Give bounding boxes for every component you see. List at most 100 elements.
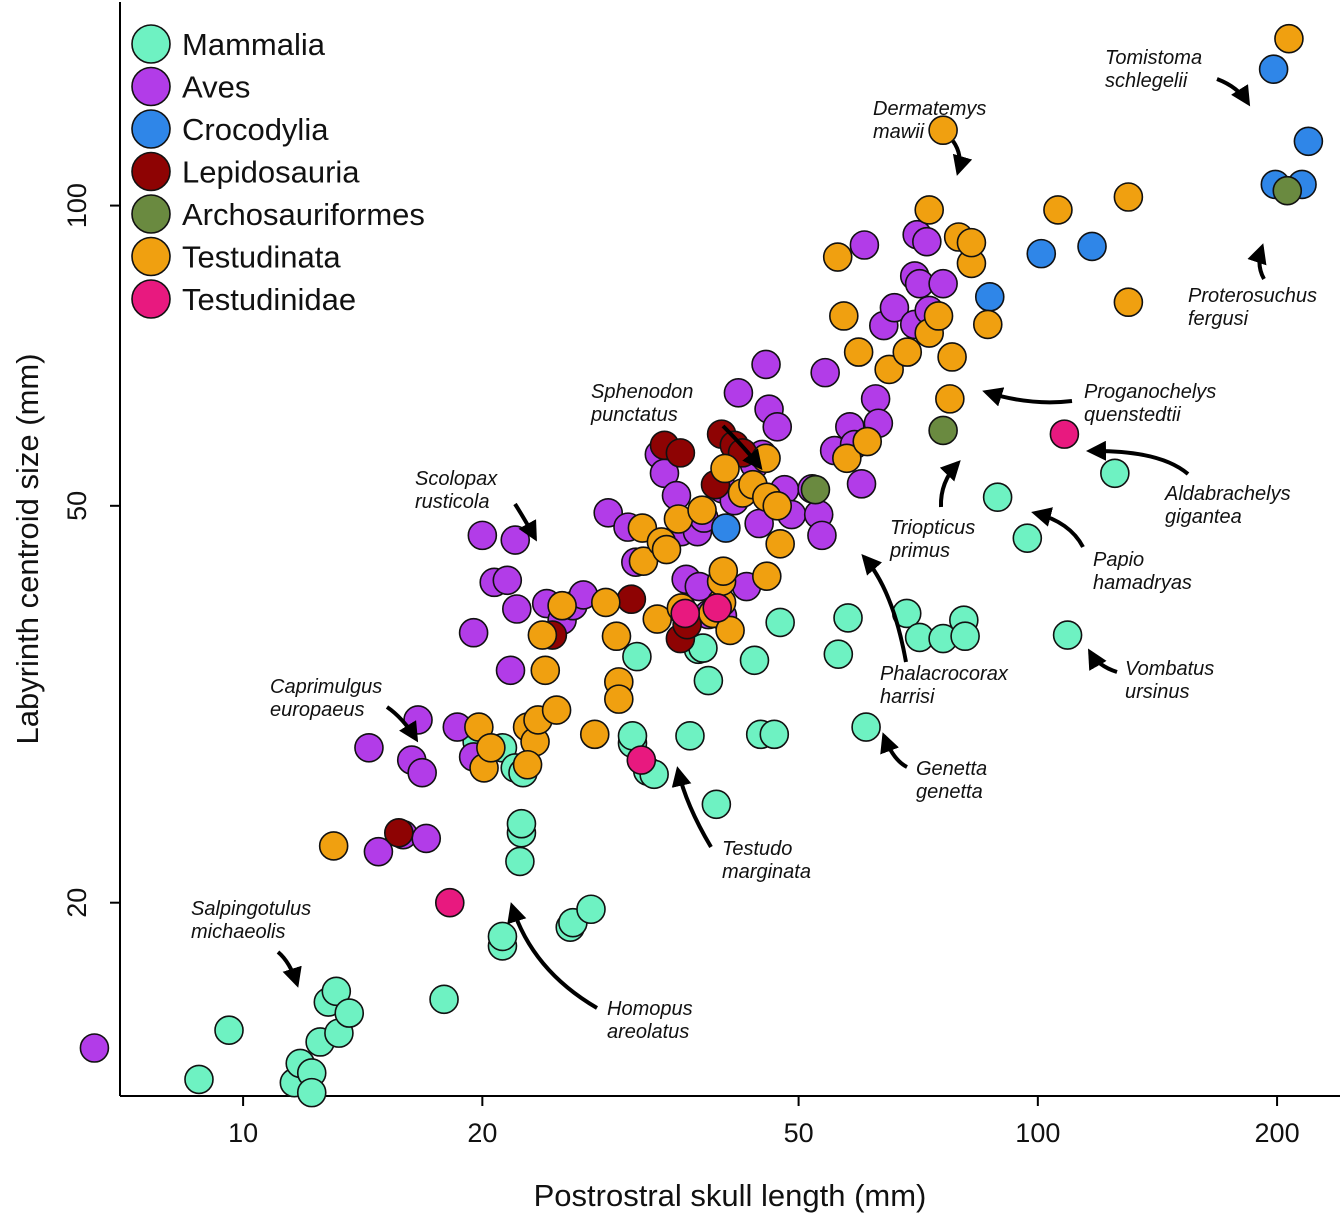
point-testudinata [829,301,859,331]
point-mammalia [823,639,854,669]
arrow-scolopax [513,502,537,542]
x-tick-label: 20 [467,1118,497,1148]
annotation-label: genetta [916,781,983,803]
legend-marker-lepidosauria [131,151,171,192]
annotation-label: Dermatemys [873,98,986,120]
point-testudinata [928,115,958,146]
point-mammalia [833,603,863,633]
annotation-label: Homopus [607,998,693,1020]
axes: 10 20 50 100 200 20 50 100 Postrostral skull len… [10,2,1340,1213]
point-mammalia [950,621,980,652]
legend-label: Archosauriformes [182,197,425,232]
point-aves [407,757,437,788]
annotation-label: Testudo [722,838,792,860]
point-testudinata [914,195,945,225]
annotation-label: Salpingotulus [191,898,311,920]
point-lepidosauria [383,818,414,848]
point-testudinata [642,604,673,634]
point-testudinata [710,453,740,484]
point-testudinidae [626,745,657,775]
annotation-label: Sphenodon [591,381,693,403]
x-tick-label: 100 [1015,1118,1060,1148]
legend-label: Crocodylia [182,112,329,147]
point-mammalia [1052,620,1083,650]
point-aves [912,226,942,257]
point-lepidosauria [665,438,696,468]
point-aves [502,594,532,624]
annotation-label: punctatus [590,404,678,426]
point-crocodylia [974,282,1005,312]
arrow-vombatus [1088,648,1118,674]
arrow-sphenodon [721,424,763,471]
point-testudinata [937,342,967,372]
point-testudinata [715,615,745,646]
point-mammalia [739,645,770,676]
point-testudinata [843,337,874,367]
annotation-label: Phalacrocorax [880,663,1009,685]
point-crocodylia [711,513,741,543]
annotation-label: mawii [873,121,925,143]
arrow-dermatemys [951,139,973,176]
point-testudinata [651,534,682,565]
point-testudinata [708,556,739,586]
point-testudinata [512,749,543,780]
x-tick-label: 50 [784,1118,814,1148]
point-aves [762,412,793,442]
y-tick-label: 100 [62,183,92,228]
legend-marker-testudinidae [131,279,171,319]
annotation-label: areolatus [607,1021,689,1043]
arrow-genetta [880,732,908,769]
annotation-label: europaeus [270,699,365,721]
annotation-label: fergusi [1188,308,1249,330]
point-testudinidae [670,598,701,629]
arrow-aldabrachelys [1086,440,1190,476]
annotation-label: harrisi [880,686,935,708]
arrow-proterosuchus [1247,243,1267,280]
arrow-proganochelys [982,387,1073,407]
y-tick-label: 20 [62,888,92,918]
point-mammalia [851,712,881,742]
arrow-papio [1031,507,1085,548]
point-aves [879,292,910,323]
point-mammalia [1100,458,1130,489]
point-aves [751,349,781,380]
arrow-tomistoma [1216,77,1251,107]
point-mammalia [675,721,705,751]
annotation-label: rusticola [415,491,489,513]
point-testudinata [972,309,1003,340]
point-testudinata [1113,287,1144,318]
point-aves [79,1033,110,1063]
annotation-label: hamadryas [1093,572,1192,594]
point-aves [846,469,877,499]
point-testudinata [762,491,793,521]
point-archosauriformes [1272,175,1303,206]
point-mammalia [296,1077,327,1108]
annotation-label: ursinus [1125,681,1189,703]
point-testudinata [527,620,558,650]
point-mammalia [765,607,795,638]
point-mammalia [334,998,365,1028]
point-aves [354,732,384,763]
point-testudinata [935,384,965,414]
annotation-label: primus [889,540,950,562]
point-aves [849,230,880,260]
arrow-testudo [671,766,713,849]
point-aves [723,378,754,408]
annotation-label: michaeolis [191,921,285,943]
legend-label: Aves [182,70,250,105]
arrow-triopticus [938,460,961,508]
point-aves [810,357,840,388]
annotation-label: Papio [1093,549,1144,571]
x-axis-title: Postrostral skull length (mm) [534,1178,927,1213]
point-archosauriformes [800,474,831,505]
point-mammalia [487,921,518,952]
point-crocodylia [1293,126,1324,157]
legend: Mammalia Aves Crocodylia Lepidosauria Archos… [131,24,425,319]
point-testudinata [579,719,610,750]
point-lepidosauria [616,584,647,615]
legend-marker-mammalia [131,24,171,64]
point-testudinata [751,443,781,474]
point-testudinata [601,621,632,652]
point-testudinata [852,426,883,457]
